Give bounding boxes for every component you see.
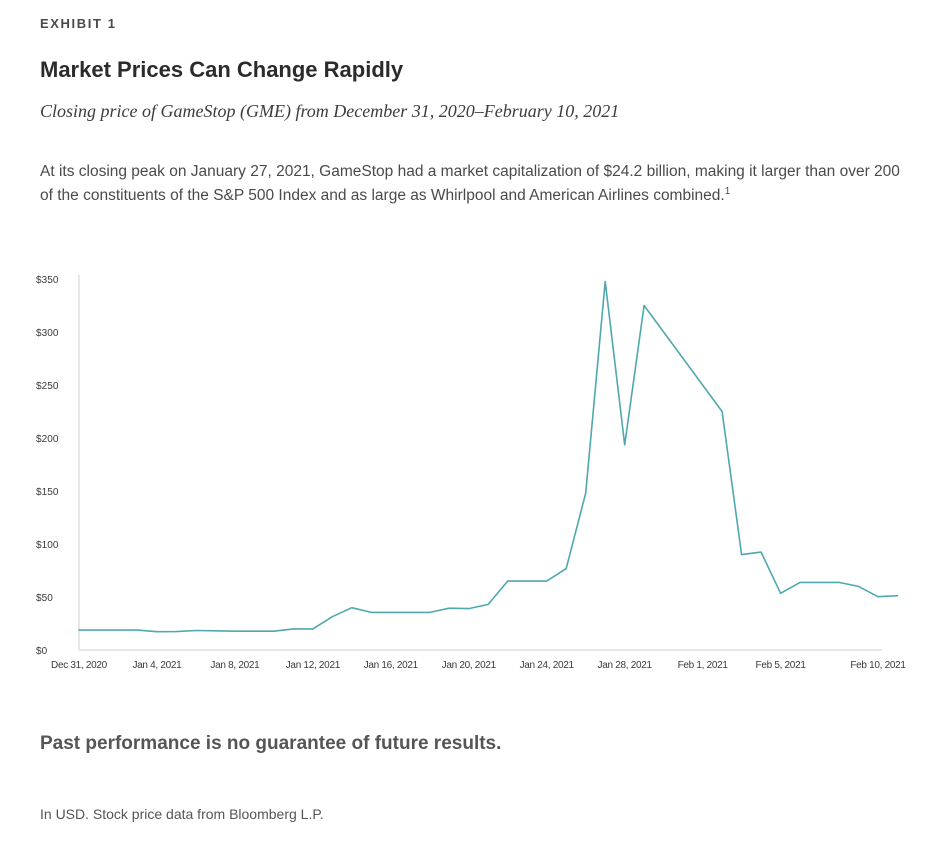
- y-tick-label: $200: [36, 434, 59, 445]
- chart-description: At its closing peak on January 27, 2021,…: [40, 160, 910, 207]
- x-tick-label: Jan 28, 2021: [598, 660, 653, 671]
- x-tick-label: Jan 16, 2021: [364, 660, 419, 671]
- x-tick-label: Jan 8, 2021: [210, 660, 260, 671]
- y-axis: $0 $50 $100 $150 $200 $250 $300 $350: [36, 275, 80, 657]
- y-tick-label: $100: [36, 540, 59, 551]
- description-text: At its closing peak on January 27, 2021,…: [40, 163, 900, 204]
- y-tick-label: $50: [36, 593, 53, 604]
- y-tick-label: $150: [36, 487, 59, 498]
- series-line: [78, 280, 899, 633]
- y-tick-label: $250: [36, 381, 59, 392]
- chart-subtitle: Closing price of GameStop (GME) from Dec…: [40, 101, 620, 121]
- x-tick-label: Feb 5, 2021: [756, 660, 807, 671]
- x-axis: Dec 31, 2020 Jan 4, 2021 Jan 8, 2021 Jan 12…: [51, 649, 907, 671]
- data-source-note: In USD. Stock price data from Bloomberg …: [40, 806, 324, 822]
- x-tick-label: Feb 1, 2021: [678, 660, 729, 671]
- performance-disclaimer: Past performance is no guarantee of futu…: [40, 733, 502, 754]
- y-tick-label: $300: [36, 328, 59, 339]
- exhibit-label: EXHIBIT 1: [40, 16, 117, 31]
- y-tick-label: $0: [36, 646, 48, 657]
- x-tick-label: Jan 12, 2021: [286, 660, 341, 671]
- x-tick-label: Dec 31, 2020: [51, 660, 108, 671]
- y-tick-label: $350: [36, 275, 59, 286]
- x-tick-label: Jan 24, 2021: [520, 660, 575, 671]
- price-line-chart: $0 $50 $100 $150 $200 $250 $300 $350 Dec 31, 20…: [36, 275, 907, 671]
- footnote-mark: 1: [724, 185, 731, 197]
- chart-title: Market Prices Can Change Rapidly: [40, 57, 404, 82]
- x-tick-label: Feb 10, 2021: [850, 660, 906, 671]
- x-tick-label: Jan 20, 2021: [442, 660, 497, 671]
- plot-area: [78, 280, 899, 633]
- x-tick-label: Jan 4, 2021: [132, 660, 182, 671]
